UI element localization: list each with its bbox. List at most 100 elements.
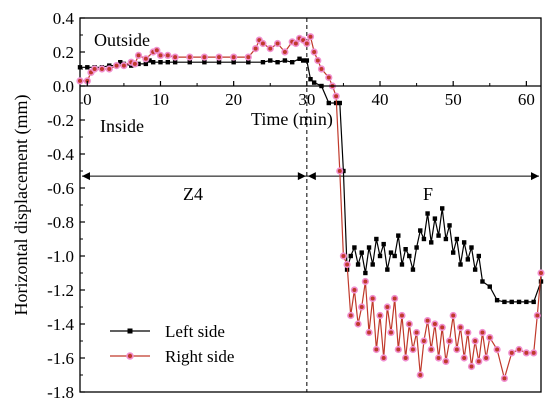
- x-tick-label: 60: [518, 90, 535, 109]
- data-point: [431, 320, 439, 328]
- data-point: [156, 51, 165, 60]
- series-line: [80, 35, 542, 381]
- data-point: [533, 311, 541, 320]
- data-point: [339, 252, 348, 260]
- data-point: [454, 236, 460, 242]
- data-point: [172, 60, 178, 65]
- data-point: [405, 320, 413, 328]
- data-point: [508, 349, 516, 357]
- data-point: [487, 284, 492, 289]
- data-point: [493, 345, 501, 354]
- data-point: [416, 371, 424, 379]
- x-axis-title: Time (min): [251, 109, 333, 130]
- y-axis-title: Horizontal displacement (mm): [11, 95, 32, 316]
- x-tick-label: 10: [152, 90, 169, 109]
- data-point: [445, 337, 454, 345]
- data-point: [337, 100, 342, 106]
- data-point: [374, 236, 379, 242]
- legend-marker: [127, 328, 133, 334]
- data-point: [449, 311, 457, 320]
- data-point: [348, 253, 353, 259]
- data-point: [443, 236, 449, 242]
- data-point: [150, 60, 156, 65]
- x-tick-label: 30: [298, 90, 315, 109]
- legend-item-right-side: Right side: [110, 347, 234, 366]
- data-point: [147, 58, 152, 63]
- data-point: [314, 56, 322, 65]
- data-point: [76, 77, 84, 85]
- y-tick-label: 0.0: [53, 77, 74, 96]
- data-point: [394, 345, 402, 354]
- data-point: [442, 357, 450, 366]
- data-point: [516, 299, 522, 305]
- data-point: [136, 61, 141, 67]
- data-point: [427, 345, 435, 354]
- data-point: [164, 51, 172, 60]
- plot-border: [79, 17, 542, 393]
- x-tick-label: 0: [83, 90, 92, 109]
- data-point: [410, 267, 416, 272]
- data-point: [385, 267, 390, 272]
- y-tick-label: -1.8: [47, 383, 74, 402]
- legend-label-right-side: Right side: [165, 347, 234, 366]
- data-point: [392, 253, 397, 259]
- data-point: [336, 167, 344, 175]
- data-point: [396, 233, 401, 238]
- data-point: [352, 245, 357, 250]
- data-point: [359, 250, 364, 255]
- data-point: [303, 39, 311, 48]
- y-tick-label: -1.2: [47, 281, 74, 300]
- data-point: [482, 354, 490, 362]
- legend-label-left-side: Left side: [165, 322, 225, 341]
- x-tick-label: 40: [372, 90, 389, 109]
- data-point: [377, 253, 383, 259]
- data-point: [158, 60, 163, 65]
- data-point: [407, 253, 412, 259]
- annotation-stage-z4: Z4: [183, 184, 203, 204]
- data-point: [273, 39, 282, 48]
- data-point: [343, 260, 351, 269]
- data-point: [85, 65, 90, 70]
- stage-z4-arrow-left: [82, 172, 90, 181]
- data-point: [171, 53, 179, 61]
- data-point: [380, 354, 388, 362]
- data-point: [413, 328, 421, 337]
- data-point: [231, 60, 236, 65]
- data-point: [436, 233, 441, 238]
- data-point: [376, 311, 384, 320]
- data-point: [476, 253, 482, 259]
- data-point: [91, 65, 99, 73]
- data-point: [500, 374, 509, 383]
- annotation-outside: Outside: [94, 30, 150, 50]
- data-point: [366, 245, 372, 250]
- data-point: [420, 337, 428, 345]
- legend: Left side Right side: [110, 322, 234, 366]
- data-point: [450, 250, 456, 255]
- data-point: [398, 311, 406, 320]
- data-point: [453, 345, 461, 354]
- data-point: [447, 223, 452, 228]
- stage-f-arrow-left: [307, 172, 316, 181]
- data-point: [537, 269, 545, 277]
- data-point: [216, 60, 222, 65]
- data-point: [281, 48, 289, 56]
- data-point: [472, 267, 478, 272]
- data-point: [475, 357, 483, 366]
- data-point: [350, 286, 359, 294]
- y-tick-label: -0.6: [47, 179, 74, 198]
- data-point: [355, 262, 361, 267]
- data-point: [202, 60, 207, 65]
- annotation-inside: Inside: [100, 116, 144, 136]
- data-point: [297, 56, 302, 61]
- data-point: [230, 53, 238, 61]
- data-point: [425, 211, 430, 216]
- y-tick-label: -1.4: [47, 315, 74, 334]
- data-point: [456, 323, 465, 332]
- data-point: [118, 60, 123, 65]
- data-point: [365, 328, 373, 337]
- data-point: [361, 277, 369, 286]
- data-point: [304, 58, 310, 63]
- y-tick-label: -0.4: [47, 145, 74, 164]
- data-point: [244, 53, 252, 61]
